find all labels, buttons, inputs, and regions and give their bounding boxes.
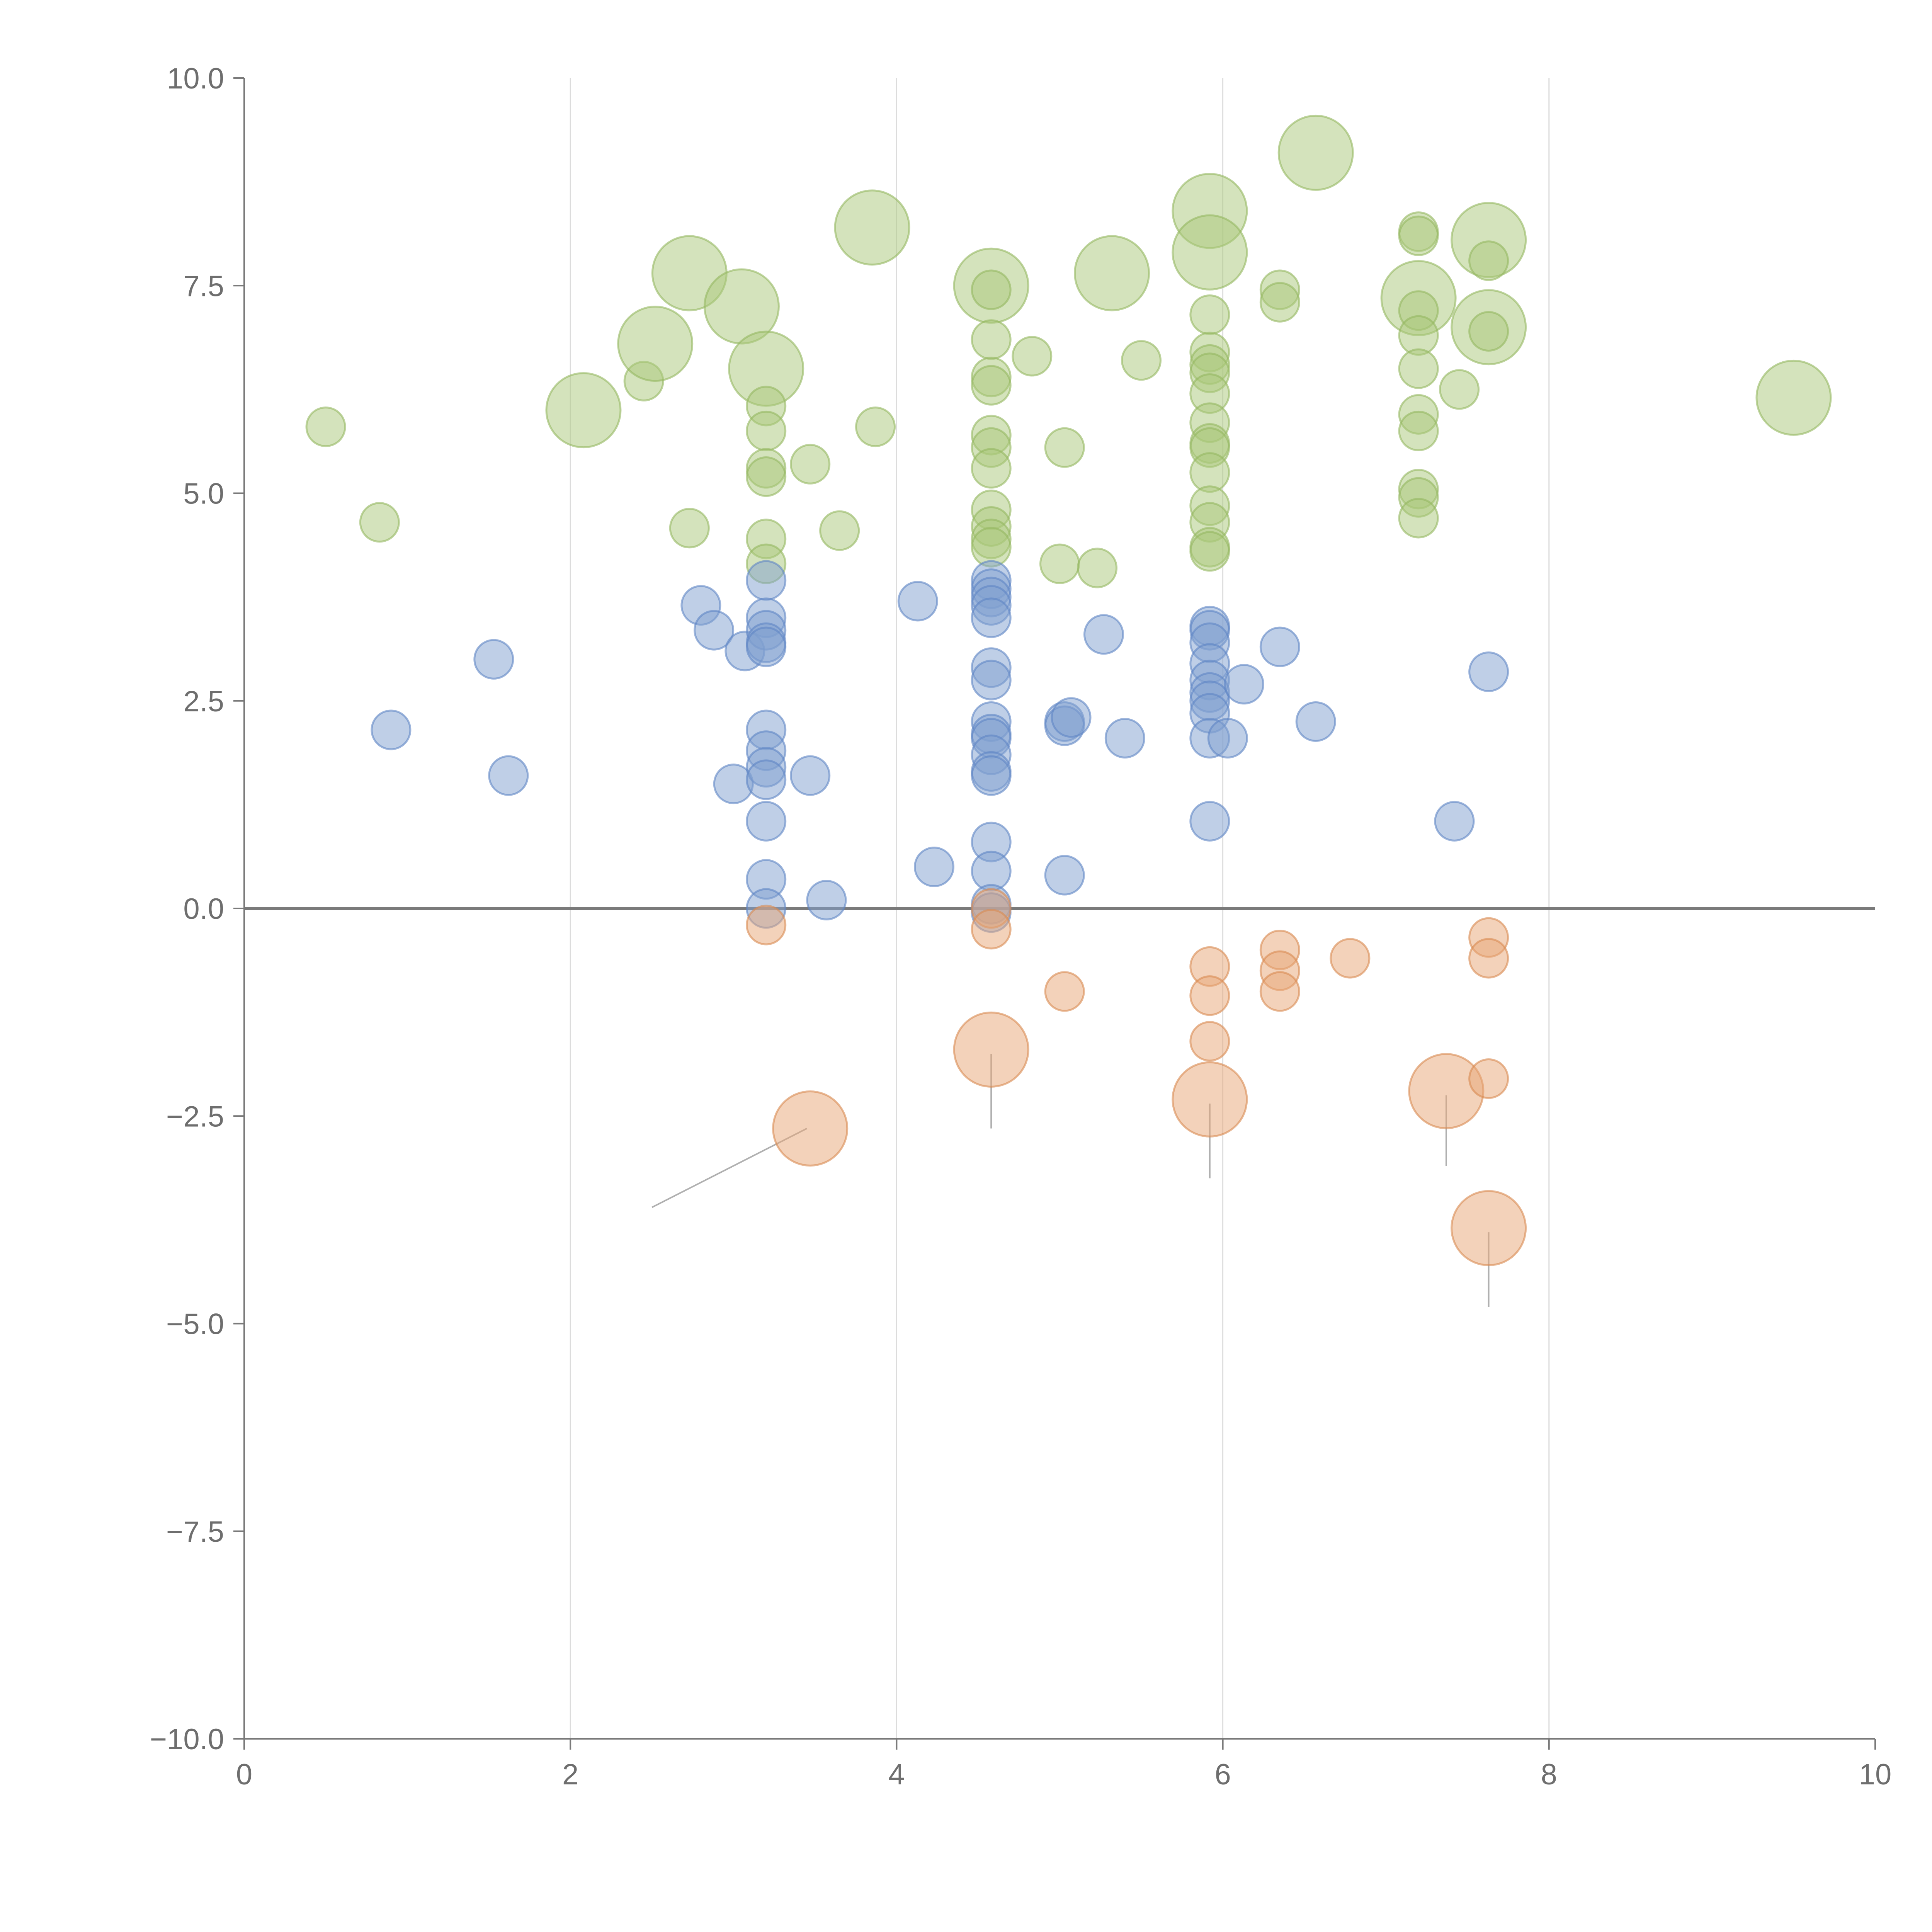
data-point-green [359, 502, 400, 543]
data-point-green [1189, 531, 1230, 572]
data-point-blue [488, 755, 529, 796]
leader-lines-layer [651, 1054, 1490, 1307]
data-point-green [746, 410, 787, 451]
data-point-orange [772, 1090, 849, 1167]
y-tick-label: 0.0 [183, 893, 224, 925]
y-tick-label: 2.5 [183, 685, 224, 718]
y-tick-label: 7.5 [183, 270, 224, 303]
data-point-blue [1295, 701, 1336, 742]
data-point-blue [1044, 855, 1085, 896]
data-point-blue [790, 755, 831, 796]
data-point-blue [897, 581, 938, 622]
data-point-green [1044, 427, 1085, 468]
x-tick-label: 6 [1214, 1758, 1231, 1791]
data-point-green [1398, 215, 1439, 256]
data-point-green [1012, 336, 1053, 377]
data-point-blue [694, 610, 735, 651]
data-point-orange [1189, 1021, 1230, 1062]
data-point-orange [1451, 1190, 1527, 1266]
data-point-blue [1223, 664, 1264, 705]
data-point-blue [1207, 718, 1248, 759]
data-point-green [1077, 548, 1118, 588]
data-point-green [746, 456, 787, 497]
data-point-green [855, 406, 896, 447]
data-point-green [1468, 311, 1509, 352]
data-point-green [1755, 359, 1832, 436]
x-tick-label: 8 [1541, 1758, 1557, 1791]
data-point-green [617, 306, 694, 382]
data-point-green [1172, 214, 1248, 291]
axes-layer: 10.0 7.5 5.0 2.5 0.0 −2.5 −5.0 −7.5 −10.0 0 2 4 6 8 10 [150, 62, 1892, 1791]
data-point-green [1398, 348, 1439, 389]
data-point-green [971, 319, 1012, 360]
data-points-layer [305, 114, 1832, 1266]
data-point-green [669, 508, 710, 549]
data-point-blue [913, 847, 954, 888]
data-point-blue [746, 560, 787, 601]
data-point-orange [971, 909, 1012, 950]
data-point-blue [1434, 801, 1475, 842]
data-point-green [1259, 282, 1300, 323]
data-point-green [1189, 294, 1230, 335]
data-point-blue [806, 880, 847, 921]
data-point-orange [1172, 1061, 1248, 1138]
data-point-orange [1044, 971, 1085, 1012]
data-point-green [790, 444, 831, 485]
data-point-orange [1189, 975, 1230, 1016]
data-point-orange [746, 905, 787, 946]
data-point-blue [971, 660, 1012, 701]
data-point-green [1074, 235, 1150, 311]
series-blue [371, 560, 1509, 933]
data-point-blue [1104, 718, 1145, 759]
data-point-orange [953, 1011, 1029, 1088]
data-point-blue [746, 801, 787, 842]
data-point-green [971, 365, 1012, 406]
x-tick-label: 4 [888, 1758, 905, 1791]
data-point-blue [1468, 651, 1509, 692]
data-point-green [1277, 114, 1354, 191]
y-tick-label: 5.0 [183, 478, 224, 510]
x-tick-label: 2 [562, 1758, 578, 1791]
data-point-blue [746, 626, 787, 667]
data-point-orange [1259, 971, 1300, 1012]
series-green [305, 114, 1832, 588]
y-tick-label: −10.0 [150, 1723, 224, 1756]
data-point-orange [1468, 938, 1509, 979]
data-point-green [1121, 340, 1162, 381]
data-point-green [1439, 369, 1480, 410]
y-tick-label: −5.0 [166, 1308, 224, 1341]
data-point-orange [1330, 938, 1371, 979]
data-point-blue [473, 639, 514, 680]
data-point-green [1398, 498, 1439, 539]
data-point-orange [1408, 1053, 1485, 1129]
data-point-blue [1189, 801, 1230, 842]
y-tick-label: 10.0 [167, 62, 224, 95]
data-point-green [545, 372, 622, 449]
data-point-green [971, 269, 1012, 310]
series-orange [746, 888, 1527, 1266]
data-point-blue [971, 597, 1012, 638]
data-point-blue [371, 709, 412, 750]
data-point-green [1039, 543, 1080, 584]
data-point-green [1398, 410, 1439, 451]
x-tick-label: 10 [1859, 1758, 1892, 1791]
data-point-green [305, 406, 346, 447]
data-point-blue [1051, 697, 1092, 738]
data-point-green [834, 189, 910, 266]
y-tick-label: −2.5 [166, 1100, 224, 1133]
data-point-green [1468, 240, 1509, 281]
data-point-green [971, 448, 1012, 489]
x-tick-label: 0 [236, 1758, 252, 1791]
data-point-blue [1083, 614, 1124, 655]
data-point-orange [1468, 1058, 1509, 1099]
y-tick-label: −7.5 [166, 1515, 224, 1548]
data-point-blue [971, 755, 1012, 796]
data-point-blue [1259, 626, 1300, 667]
data-point-green [819, 510, 860, 551]
data-point-blue [746, 759, 787, 800]
